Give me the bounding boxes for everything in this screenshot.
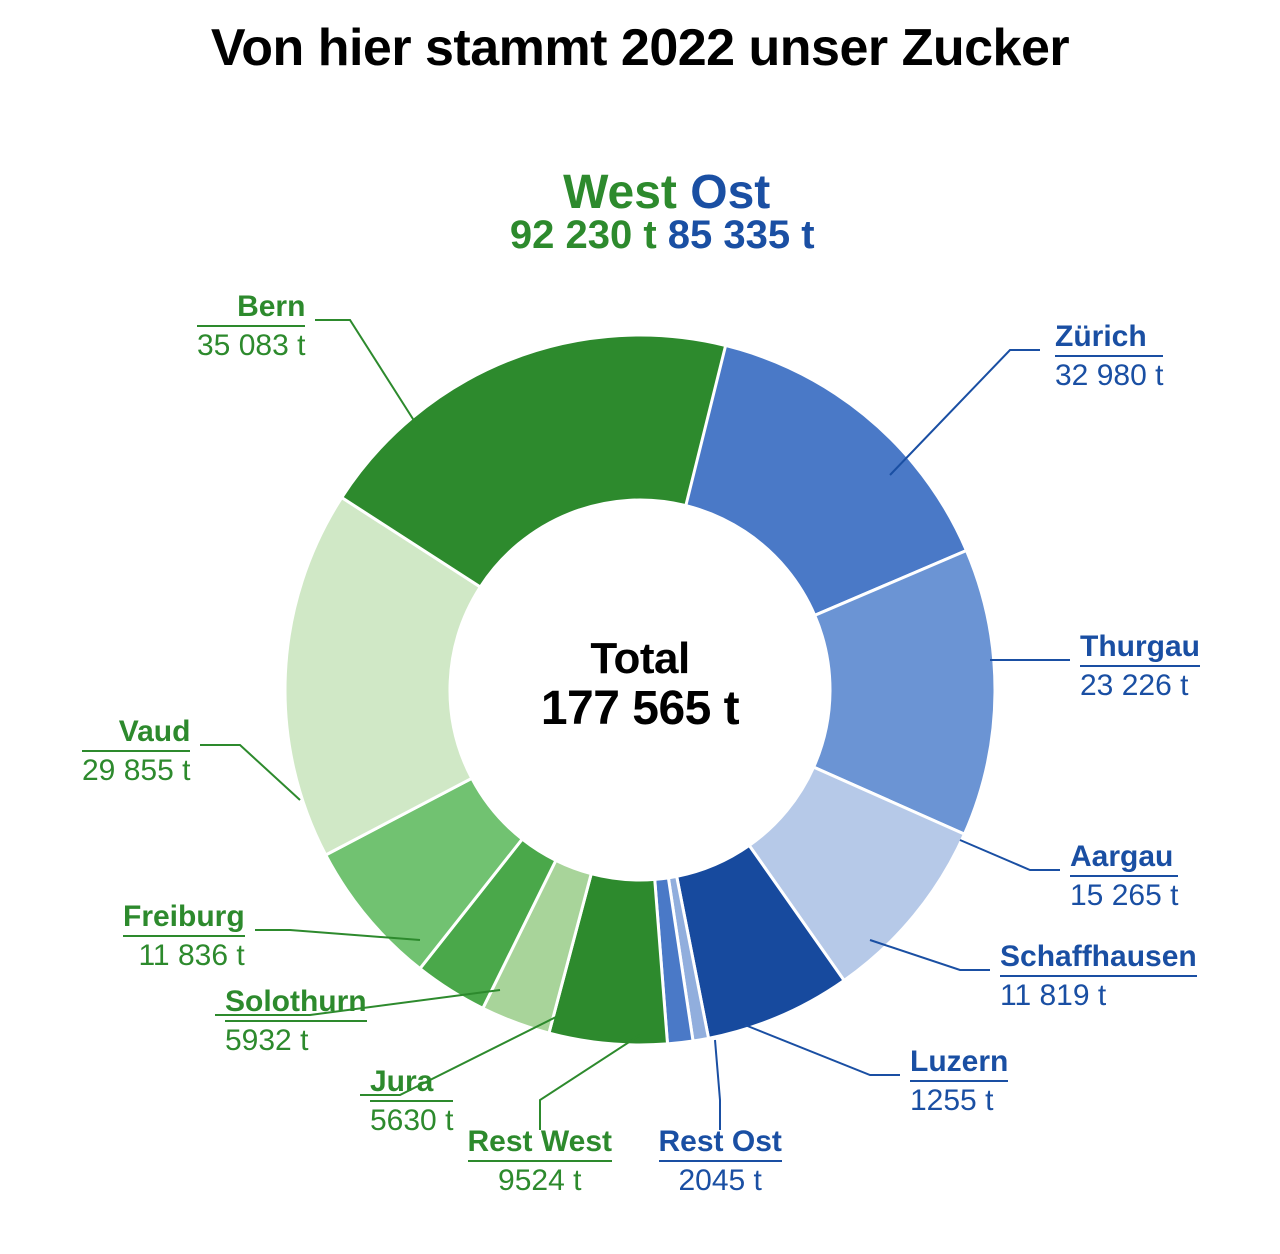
- label-vaud: Vaud29 855 t: [82, 715, 190, 787]
- label-name-freiburg: Freiburg: [123, 900, 245, 937]
- label-freiburg: Freiburg11 836 t: [123, 900, 245, 972]
- label-name-thurgau: Thurgau: [1080, 630, 1200, 667]
- label-value-zurich: 32 980 t: [1055, 359, 1163, 392]
- center-total-value: 177 565 t: [440, 683, 840, 736]
- label-jura: Jura5630 t: [370, 1065, 453, 1137]
- leader-aargau: [960, 840, 1060, 870]
- label-value-luzern: 1255 t: [910, 1084, 993, 1117]
- leader-zurich: [890, 350, 1040, 475]
- label-name-rest-west: Rest West: [468, 1125, 613, 1162]
- label-name-bern: Bern: [197, 290, 305, 327]
- label-bern: Bern35 083 t: [197, 290, 305, 362]
- leader-vaud: [200, 745, 300, 800]
- label-value-bern: 35 083 t: [197, 329, 305, 362]
- label-rest-ost: Rest Ost2045 t: [659, 1125, 782, 1197]
- label-zurich: Zürich32 980 t: [1055, 320, 1163, 392]
- label-name-schaffhausen: Schaffhausen: [1000, 940, 1197, 977]
- label-solothurn: Solothurn5932 t: [225, 985, 367, 1057]
- label-name-jura: Jura: [370, 1065, 453, 1102]
- label-value-rest-ost: 2045 t: [678, 1164, 761, 1197]
- chart-container: Von hier stammt 2022 unser Zucker West O…: [0, 0, 1280, 1254]
- label-value-aargau: 15 265 t: [1070, 879, 1178, 912]
- center-total-label: Total: [440, 635, 840, 683]
- label-aargau: Aargau15 265 t: [1070, 840, 1178, 912]
- label-name-vaud: Vaud: [82, 715, 190, 752]
- label-value-jura: 5630 t: [370, 1104, 453, 1137]
- label-value-rest-west: 9524 t: [498, 1164, 581, 1197]
- donut-chart: [0, 0, 1280, 1254]
- label-rest-west: Rest West9524 t: [468, 1125, 613, 1197]
- label-name-aargau: Aargau: [1070, 840, 1178, 877]
- label-value-schaffhausen: 11 819 t: [1000, 979, 1106, 1012]
- leader-luzern: [745, 1025, 900, 1075]
- leader-rest-ost: [715, 1040, 720, 1130]
- label-name-luzern: Luzern: [910, 1045, 1008, 1082]
- label-value-vaud: 29 855 t: [82, 754, 190, 787]
- label-name-zurich: Zürich: [1055, 320, 1163, 357]
- label-luzern: Luzern1255 t: [910, 1045, 1008, 1117]
- label-value-freiburg: 11 836 t: [138, 939, 244, 972]
- leader-rest-west: [540, 1035, 640, 1130]
- label-schaffhausen: Schaffhausen11 819 t: [1000, 940, 1197, 1012]
- label-value-solothurn: 5932 t: [225, 1024, 308, 1057]
- label-name-rest-ost: Rest Ost: [659, 1125, 782, 1162]
- label-name-solothurn: Solothurn: [225, 985, 367, 1022]
- label-value-thurgau: 23 226 t: [1080, 669, 1188, 702]
- leader-bern: [315, 320, 420, 430]
- center-label: Total 177 565 t: [440, 635, 840, 736]
- label-thurgau: Thurgau23 226 t: [1080, 630, 1200, 702]
